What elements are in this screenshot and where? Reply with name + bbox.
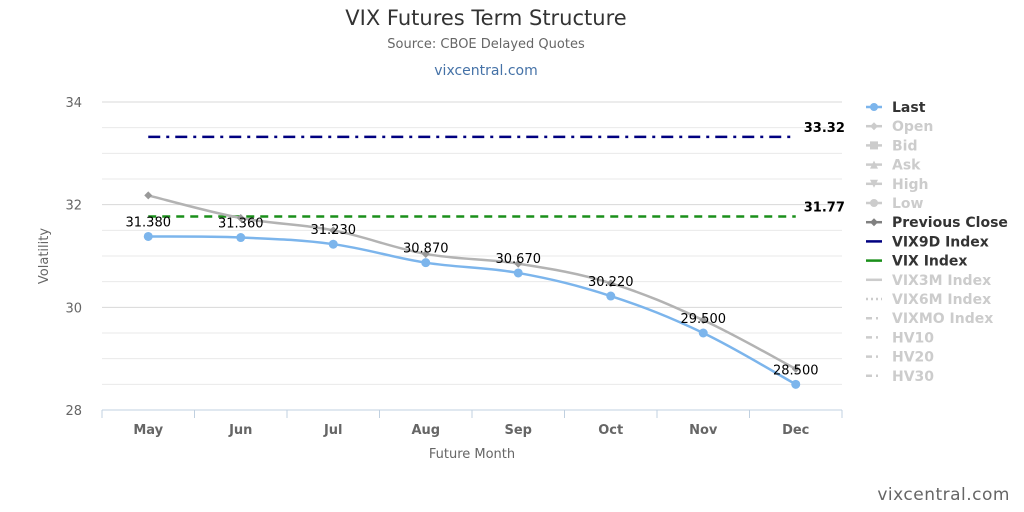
legend-label: Ask: [892, 158, 921, 174]
y-tick-label: 34: [65, 96, 82, 111]
legend-marker: [870, 122, 878, 131]
legend-item-vix6m-index[interactable]: VIX6M Index: [866, 292, 991, 308]
x-tick-label: Nov: [689, 423, 718, 438]
legend-label: High: [892, 177, 929, 193]
legend-label: Bid: [892, 138, 918, 154]
legend-marker: [870, 218, 878, 227]
legend-item-ask[interactable]: Ask: [866, 158, 921, 174]
data-labels: 33.32 31.77 31.380 31.360 31.230 30.870 30.670…: [126, 121, 845, 378]
previous-close-point: [329, 226, 338, 235]
x-tick-label: Jul: [323, 423, 343, 438]
previous-close-point: [699, 316, 708, 325]
last-data-label: 30.220: [588, 275, 634, 290]
previous-close-point: [514, 259, 523, 268]
last-point: [143, 231, 153, 241]
previous-close-point: [791, 364, 800, 373]
series-lines: [143, 191, 801, 389]
legend-item-hv30[interactable]: HV30: [866, 369, 934, 385]
legend-label: VIX9D Index: [892, 234, 989, 250]
last-data-label: 30.670: [496, 252, 542, 267]
y-tick-label: 30: [65, 301, 82, 316]
vix-line-label: 31.77: [804, 200, 845, 215]
last-data-label: 31.230: [311, 223, 357, 238]
legend-item-vix3m-index[interactable]: VIX3M Index: [866, 273, 991, 289]
x-tick-label: Jun: [228, 423, 252, 438]
x-tick-label: Dec: [782, 423, 809, 438]
last-point: [421, 258, 431, 268]
legend-item-low[interactable]: Low: [866, 196, 924, 212]
site-link[interactable]: vixcentral.com: [434, 63, 538, 79]
legend-marker: [870, 160, 878, 169]
last-point: [698, 328, 708, 338]
grid-lines: [102, 101, 842, 411]
previous-close-point: [144, 191, 153, 200]
chart-title: VIX Futures Term Structure: [345, 6, 627, 30]
x-tick-label: May: [133, 423, 163, 438]
previous-close-point: [236, 214, 245, 223]
x-tick-label: Aug: [411, 423, 440, 438]
legend-marker: [870, 199, 878, 207]
last-data-label: 30.870: [403, 242, 449, 257]
previous-close-point: [421, 249, 430, 258]
legend-item-high[interactable]: High: [866, 177, 929, 193]
legend-label: Low: [892, 196, 924, 212]
legend-marker: [870, 179, 878, 188]
x-tick-label: Sep: [505, 423, 533, 438]
vix9d-line-label: 33.32: [804, 121, 845, 136]
axes: 28 30 32 34 May Jun Jul Aug Sep Oct Nov Dec Future M…: [37, 96, 843, 462]
legend-item-hv20[interactable]: HV20: [866, 350, 934, 366]
last-data-label: 29.500: [681, 312, 727, 327]
y-tick-label: 32: [65, 199, 82, 214]
legend-label: VIX Index: [892, 254, 967, 270]
legend-item-open[interactable]: Open: [866, 119, 933, 135]
chart-subtitle: Source: CBOE Delayed Quotes: [387, 37, 585, 52]
last-data-label: 31.360: [218, 217, 264, 232]
legend-item-vix-index[interactable]: VIX Index: [866, 254, 967, 270]
last-point: [606, 291, 616, 301]
legend-label: HV10: [892, 330, 934, 346]
x-tick-label: Oct: [598, 423, 623, 438]
x-axis-title: Future Month: [429, 447, 515, 462]
legend-item-last[interactable]: Last: [866, 100, 926, 116]
legend-item-vix9d-index[interactable]: VIX9D Index: [866, 234, 989, 250]
legend-label: VIXMO Index: [892, 311, 993, 327]
last-point: [791, 379, 801, 389]
reference-lines: [148, 135, 796, 218]
legend-item-vixmo-index[interactable]: VIXMO Index: [866, 311, 993, 327]
last-point: [513, 268, 523, 278]
y-axis-title: Volatility: [37, 228, 52, 284]
legend-item-previous-close[interactable]: Previous Close: [866, 215, 1008, 231]
legend-label: VIX6M Index: [892, 292, 991, 308]
credit-link[interactable]: vixcentral.com: [877, 485, 1010, 505]
legend-label: HV30: [892, 369, 934, 385]
legend-label: Open: [892, 119, 933, 135]
legend-label: Previous Close: [892, 215, 1008, 231]
legend-item-bid[interactable]: Bid: [866, 138, 918, 154]
legend-item-hv10[interactable]: HV10: [866, 330, 934, 346]
legend-label: Last: [892, 100, 926, 116]
legend-label: VIX3M Index: [892, 273, 991, 289]
last-data-label: 28.500: [773, 363, 819, 378]
legend-marker: [870, 141, 878, 150]
legend-label: HV20: [892, 350, 934, 366]
last-point: [236, 233, 246, 243]
legend-marker: [870, 103, 878, 111]
legend: Last Open Bid Ask High Low Previous Close VIX9D…: [866, 100, 1008, 385]
y-tick-label: 28: [65, 404, 82, 419]
previous-close-point: [606, 279, 615, 288]
last-point: [328, 239, 338, 249]
last-data-label: 31.380: [126, 215, 172, 230]
